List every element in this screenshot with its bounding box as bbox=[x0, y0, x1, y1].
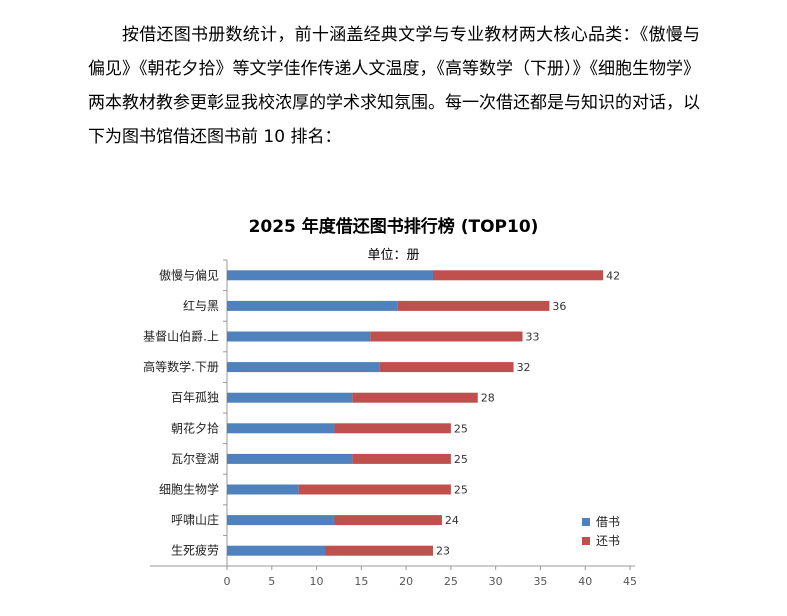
bar-borrow bbox=[227, 362, 380, 373]
bar-return bbox=[334, 515, 442, 526]
data-label-total: 25 bbox=[454, 484, 468, 497]
x-tick-label: 25 bbox=[444, 575, 458, 588]
intro-paragraph: 按借还图书册数统计，前十涵盖经典文学与专业教材两大核心品类：《傲慢与偏见》《朝花… bbox=[88, 18, 700, 154]
bar-borrow bbox=[227, 423, 335, 434]
bar-borrow bbox=[227, 515, 335, 526]
x-tick-label: 15 bbox=[354, 575, 368, 588]
x-tick-label: 20 bbox=[399, 575, 413, 588]
x-tick-label: 5 bbox=[268, 575, 275, 588]
data-label-total: 25 bbox=[454, 422, 468, 435]
bar-return bbox=[352, 392, 478, 403]
data-label-total: 33 bbox=[526, 331, 540, 344]
data-label-total: 24 bbox=[445, 514, 459, 527]
legend-label: 借书 bbox=[596, 515, 620, 529]
bar-borrow bbox=[227, 331, 371, 342]
category-label: 高等数学.下册 bbox=[143, 359, 219, 374]
intro-text: 按借还图书册数统计，前十涵盖经典文学与专业教材两大核心品类：《傲慢与偏见》《朝花… bbox=[88, 25, 700, 147]
x-tick-label: 40 bbox=[578, 575, 592, 588]
x-tick-label: 45 bbox=[623, 575, 637, 588]
legend-label: 还书 bbox=[596, 534, 620, 548]
x-tick-label: 30 bbox=[489, 575, 503, 588]
category-label: 朝花夕拾 bbox=[171, 420, 219, 435]
category-label: 百年孤独 bbox=[171, 391, 219, 405]
data-label-total: 32 bbox=[517, 361, 531, 374]
bar-return bbox=[397, 300, 550, 311]
data-label-total: 25 bbox=[454, 453, 468, 466]
category-label: 细胞生物学 bbox=[159, 482, 219, 497]
bar-return bbox=[298, 484, 451, 495]
data-label-total: 42 bbox=[606, 269, 620, 282]
legend-swatch bbox=[582, 537, 590, 545]
bar-return bbox=[379, 362, 514, 373]
bar-borrow bbox=[227, 392, 353, 403]
bar-borrow bbox=[227, 453, 353, 464]
category-label: 基督山伯爵.上 bbox=[143, 329, 219, 344]
bar-return bbox=[370, 331, 523, 342]
legend-swatch bbox=[582, 518, 590, 526]
bar-borrow bbox=[227, 300, 398, 311]
category-label: 红与黑 bbox=[183, 298, 219, 313]
bar-borrow bbox=[227, 270, 433, 281]
bar-return bbox=[432, 270, 604, 281]
chart-title: 2025 年度借还图书排行榜 (TOP10) bbox=[248, 217, 539, 237]
category-label: 瓦尔登湖 bbox=[171, 451, 219, 466]
bar-return bbox=[352, 453, 451, 464]
x-tick-label: 10 bbox=[310, 575, 324, 588]
bar-borrow bbox=[227, 484, 299, 495]
bar-return bbox=[325, 545, 433, 556]
x-tick-label: 0 bbox=[224, 575, 231, 588]
chart-bars bbox=[227, 270, 604, 556]
category-label: 生死疲劳 bbox=[171, 543, 219, 558]
data-label-total: 23 bbox=[436, 545, 450, 558]
chart-subtitle: 单位：册 bbox=[367, 248, 420, 263]
category-label: 傲慢与偏见 bbox=[159, 267, 219, 282]
category-label: 呼啸山庄 bbox=[171, 512, 219, 527]
data-label-total: 28 bbox=[481, 392, 495, 405]
bar-return bbox=[334, 423, 451, 434]
bar-borrow bbox=[227, 545, 326, 556]
x-tick-label: 35 bbox=[533, 575, 547, 588]
data-label-total: 36 bbox=[552, 300, 566, 313]
chart-axes: 0 5 10 15 20 25 30 35 40 45 bbox=[150, 259, 637, 588]
chart-labels: 傲慢与偏见 42 红与黑 36 基督山伯爵.上 33 高等数学.下册 32 百年孤独 28 朝花夕拾… bbox=[143, 267, 620, 557]
